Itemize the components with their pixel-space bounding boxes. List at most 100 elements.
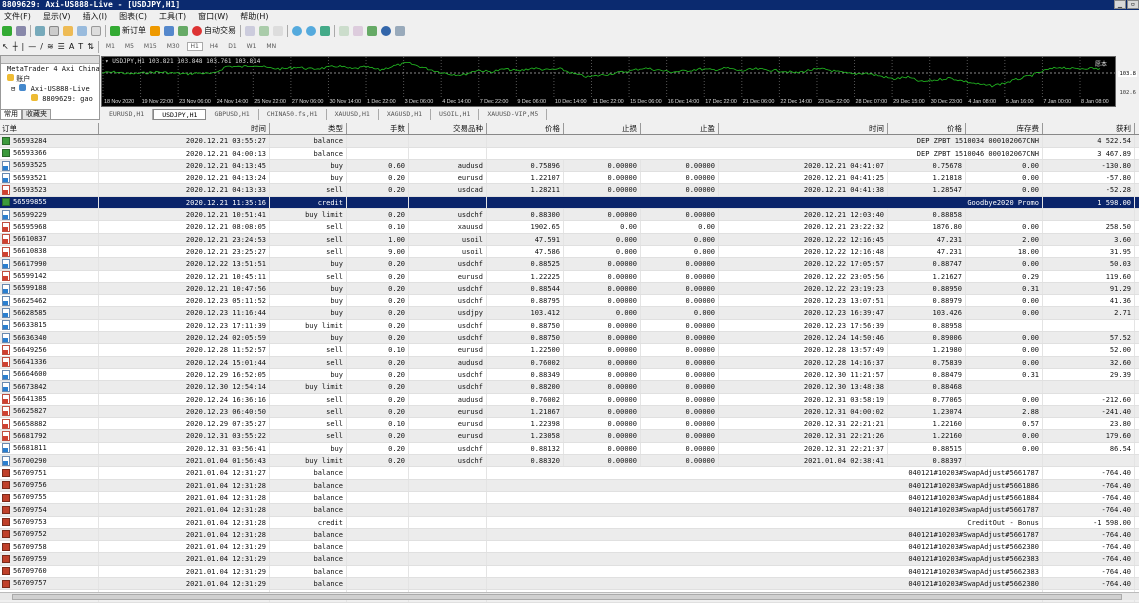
table-row[interactable]: 56593525 2020.12.21 04:13:45 buy 0.60 audusd…: [0, 159, 1139, 173]
column-header[interactable]: 价格: [888, 123, 966, 135]
bar-chart-icon[interactable]: [245, 25, 255, 36]
timeframe-h1[interactable]: H1: [186, 42, 203, 51]
zoom-in-icon[interactable]: [292, 25, 302, 36]
table-row[interactable]: 56610838 2020.12.21 23:25:27 sell 9.00 usoil…: [0, 245, 1139, 259]
chart-tab[interactable]: EURUSD,H1: [101, 109, 154, 120]
table-row[interactable]: 56700290 2021.01.04 01:56:43 buy limit 0.20…: [0, 455, 1139, 468]
table-row[interactable]: 56593521 2020.12.21 04:13:24 buy 0.20 eurusd…: [0, 172, 1139, 185]
text-label-icon[interactable]: T: [78, 42, 84, 51]
table-row[interactable]: 56599188 2020.12.21 10:47:56 buy 0.20 usdchf…: [0, 282, 1139, 296]
periods-icon[interactable]: [381, 25, 391, 36]
table-row[interactable]: 56595968 2020.12.21 08:08:05 sell 0.10 xauus…: [0, 221, 1139, 234]
candlestick-icon[interactable]: [259, 25, 269, 36]
chart-shift-icon[interactable]: [339, 25, 349, 36]
chart-tab[interactable]: CHINA50.fs,H1: [259, 109, 327, 120]
restore-button[interactable]: ▫: [1127, 0, 1139, 9]
chart-tab[interactable]: XAUUSD,H1: [327, 109, 379, 120]
table-row[interactable]: 56658882 2020.12.29 07:35:27 sell 0.10 eurus…: [0, 418, 1139, 431]
new-order-button[interactable]: 新订单: [110, 25, 146, 36]
table-row[interactable]: 56709756 2021.01.04 12:31:28 balance 040121…: [0, 479, 1139, 492]
crosshair-icon[interactable]: ┼: [12, 42, 18, 51]
menu-help[interactable]: 帮助(H): [240, 12, 269, 21]
table-row[interactable]: 56625827 2020.12.23 06:40:50 sell 0.20 eurus…: [0, 405, 1139, 419]
table-row[interactable]: 56599142 2020.12.21 10:45:11 sell 0.20 eurus…: [0, 270, 1139, 283]
table-row[interactable]: 56633815 2020.12.23 17:11:39 buy limit 0.20…: [0, 319, 1139, 333]
channel-icon[interactable]: ≋: [46, 42, 54, 51]
price-chart[interactable]: ▾ USDJPY,H1 103.821 103.848 103.761 103.…: [101, 56, 1137, 107]
navigator-icon[interactable]: [63, 25, 73, 36]
table-row[interactable]: 56593284 2020.12.21 03:55:27 balance DEP ZP…: [0, 135, 1139, 148]
arrows-icon[interactable]: ⇅: [87, 42, 94, 51]
table-row[interactable]: 56709758 2021.01.04 12:31:29 balance 040121…: [0, 541, 1139, 554]
trendline-icon[interactable]: /: [40, 42, 43, 51]
horizontal-scrollbar[interactable]: [0, 592, 1139, 600]
table-row[interactable]: 56593366 2020.12.21 04:00:13 balance DEP ZP…: [0, 147, 1139, 160]
navigator-account[interactable]: 8809629: gao: [1, 94, 99, 104]
chart-tab[interactable]: USDJPY,H1: [153, 109, 207, 120]
table-row[interactable]: 56636340 2020.12.24 02:05:59 buy 0.20 usdchf…: [0, 332, 1139, 345]
table-row[interactable]: 56625462 2020.12.23 05:11:52 buy 0.20 usdchf…: [0, 295, 1139, 308]
chart-tab[interactable]: XAUUSD-VIP,M5: [479, 109, 548, 120]
table-row[interactable]: 56681792 2020.12.31 03:55:22 sell 0.20 eurus…: [0, 430, 1139, 443]
table-row[interactable]: 56709759 2021.01.04 12:31:29 balance 040121…: [0, 553, 1139, 566]
fibonacci-icon[interactable]: ☰: [57, 42, 65, 51]
horizontal-line-icon[interactable]: —: [28, 42, 37, 51]
table-row[interactable]: 56709754 2021.01.04 12:31:28 balance 040121…: [0, 504, 1139, 517]
column-header[interactable]: 价格: [487, 123, 564, 135]
chart-tab[interactable]: XAGUSD,H1: [379, 109, 432, 120]
column-header[interactable]: 获利: [1043, 123, 1135, 135]
data-window-icon[interactable]: [49, 25, 59, 36]
table-row[interactable]: 56628585 2020.12.23 11:16:44 buy 0.20 usdjpy…: [0, 307, 1139, 320]
zoom-out-icon[interactable]: [306, 25, 316, 36]
table-row[interactable]: 56641336 2020.12.24 15:01:44 sell 0.20 audus…: [0, 356, 1139, 369]
terminal-icon[interactable]: [77, 25, 87, 36]
menu-insert[interactable]: 插入(I): [82, 12, 108, 21]
menu-charts[interactable]: 图表(C): [119, 12, 147, 21]
indicators-icon[interactable]: [367, 25, 377, 36]
minimize-button[interactable]: _: [1114, 0, 1126, 9]
table-row[interactable]: 56649256 2020.12.28 11:52:57 sell 0.10 eurus…: [0, 344, 1139, 357]
table-row[interactable]: 56709755 2021.01.04 12:31:28 balance 040121…: [0, 491, 1139, 505]
column-header[interactable]: 止盈: [641, 123, 719, 135]
menu-file[interactable]: 文件(F): [4, 12, 31, 21]
table-row[interactable]: 56599855 2020.12.21 11:35:16 credit Goodbye…: [0, 196, 1139, 210]
text-icon[interactable]: A: [68, 42, 75, 51]
vertical-line-icon[interactable]: |: [21, 42, 25, 51]
menu-window[interactable]: 窗口(W): [198, 12, 229, 21]
table-row[interactable]: 56709753 2021.01.04 12:31:28 credit CreditO…: [0, 516, 1139, 529]
tile-windows-icon[interactable]: [320, 25, 330, 36]
table-row[interactable]: 56599229 2020.12.21 10:51:41 buy limit 0.20…: [0, 209, 1139, 222]
column-header[interactable]: 交易品种: [409, 123, 487, 135]
timeframe-m15[interactable]: M15: [143, 43, 157, 50]
timeframe-mn[interactable]: MN: [266, 43, 277, 50]
table-row[interactable]: 56709751 2021.01.04 12:31:27 balance 040121…: [0, 467, 1139, 480]
timeframe-m1[interactable]: M1: [105, 43, 115, 50]
market-watch-icon[interactable]: [35, 25, 45, 36]
scrollbar-thumb[interactable]: [12, 594, 1122, 600]
line-chart-icon[interactable]: [273, 25, 283, 36]
timeframe-m30[interactable]: M30: [166, 43, 180, 50]
menu-view[interactable]: 显示(V): [42, 12, 71, 21]
column-header[interactable]: 库存费: [966, 123, 1043, 135]
navigator-accounts[interactable]: 账户: [1, 74, 99, 84]
table-row[interactable]: 56673842 2020.12.30 12:54:14 buy limit 0.20…: [0, 381, 1139, 394]
tab-common[interactable]: 常用: [0, 109, 22, 120]
signals-icon[interactable]: [164, 25, 174, 36]
menu-tools[interactable]: 工具(T): [159, 12, 187, 21]
new-chart-icon[interactable]: [2, 25, 12, 36]
column-header[interactable]: 类型: [270, 123, 347, 135]
table-row[interactable]: 56593523 2020.12.21 04:13:33 sell 0.20 usdca…: [0, 184, 1139, 197]
table-row[interactable]: 56664600 2020.12.29 16:52:05 buy 0.20 usdchf…: [0, 368, 1139, 382]
navigator-server[interactable]: ⊟ Axi-US888-Live: [11, 84, 90, 93]
column-header[interactable]: 订单: [0, 123, 99, 135]
metaeditor-icon[interactable]: [150, 25, 160, 36]
timeframe-d1[interactable]: D1: [228, 43, 237, 50]
table-row[interactable]: 56681811 2020.12.31 03:56:41 buy 0.20 usdchf…: [0, 442, 1139, 456]
column-header[interactable]: 手数: [347, 123, 409, 135]
strategy-tester-icon[interactable]: [91, 25, 101, 36]
column-header[interactable]: 时间: [719, 123, 888, 135]
auto-trading-button[interactable]: 自动交易: [192, 25, 236, 36]
market-icon[interactable]: [178, 25, 188, 36]
cursor-icon[interactable]: ↖: [2, 42, 9, 51]
tab-favorites[interactable]: 收藏夹: [22, 109, 51, 120]
